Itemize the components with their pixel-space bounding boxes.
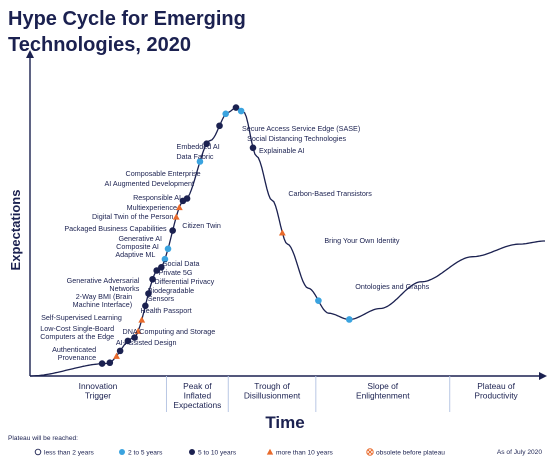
tech-label: Data Fabric <box>176 152 214 161</box>
legend: Plateau will be reached: less than 2 year… <box>8 435 542 456</box>
tech-label: Bring Your Own Identity <box>324 236 400 245</box>
tech-label: Social Distancing Technologies <box>247 134 346 143</box>
tech-marker-dot <box>196 158 204 165</box>
chart-title-line-1: Hype Cycle for Emerging <box>8 8 246 30</box>
technology-labels: Secure Access Service Edge (SASE)Social … <box>40 124 429 362</box>
as-of-date: As of July 2020 <box>497 449 542 456</box>
phase-dividers <box>165 376 451 412</box>
tech-marker-dot <box>249 144 257 152</box>
legend-title: Plateau will be reached: <box>8 435 78 442</box>
y-axis-arrow-icon <box>26 50 34 58</box>
axes <box>26 50 547 380</box>
tech-marker-dot <box>131 334 138 341</box>
phase-label: Plateau of Productivity <box>474 381 518 401</box>
phase-label: Innovation Trigger <box>79 381 118 401</box>
legend-item-label: less than 2 years <box>44 449 95 456</box>
tech-marker-dot <box>164 245 172 253</box>
chart-title: Hype Cycle for Emerging Technologies, 20… <box>8 6 308 58</box>
tech-marker-dot <box>346 316 353 323</box>
tech-label: Differential Privacy <box>154 277 214 286</box>
tech-label: Health Passport <box>141 306 192 315</box>
tech-marker-dot <box>106 359 114 367</box>
tech-marker-dot <box>169 227 176 234</box>
tech-marker-triangle <box>134 327 142 334</box>
tech-label: Generative Adversarial Networks <box>67 276 140 293</box>
x-axis-arrow-icon <box>539 372 547 380</box>
tech-label: Authenticated Provenance <box>52 345 96 362</box>
tech-label: Ontologies and Graphs <box>355 282 429 291</box>
tech-marker-dot <box>179 197 187 205</box>
tech-label: Self-Supervised Learning <box>41 313 122 322</box>
tech-label: Composite AI <box>116 242 159 251</box>
tech-label: Packaged Business Capabilities <box>64 224 167 233</box>
tech-label: Low-Cost Single-Board Computers at the Ed… <box>40 324 114 341</box>
tech-marker-dot <box>222 110 229 118</box>
tech-label: Embedded AI <box>177 142 220 151</box>
tech-marker-triangle <box>138 316 146 323</box>
tech-label: Carbon-Based Transistors <box>288 189 372 198</box>
tech-label: Multiexperience <box>127 203 177 212</box>
tech-marker-dot <box>153 267 160 274</box>
tech-marker-dot <box>145 290 152 297</box>
tech-label: DNA Computing and Storage <box>123 327 216 336</box>
tech-label: AI Augmented Development <box>104 179 194 188</box>
phase-labels: Innovation Trigger Peak of Inflated Expectat… <box>79 381 519 410</box>
tech-marker-triangle <box>278 229 286 236</box>
tech-marker-dot <box>98 360 106 367</box>
tech-label: Social Data <box>163 259 200 268</box>
phase-label: Peak of Inflated Expectations <box>173 381 221 410</box>
tech-marker-dot <box>232 104 240 111</box>
tech-label: AI-Assisted Design <box>116 338 177 347</box>
tech-label: Citizen Twin <box>182 221 221 230</box>
legend-cross-stroke <box>367 449 373 455</box>
tech-label: Composable Enterprise <box>126 169 201 178</box>
tech-marker-dot <box>149 275 156 283</box>
tech-label: 2-Way BMI (Brain Machine Interface) <box>73 292 133 309</box>
tech-marker-triangle <box>172 213 180 220</box>
tech-marker-dot <box>315 297 322 304</box>
legend-orange-triangle-icon <box>266 448 274 455</box>
technology-points <box>98 104 353 367</box>
legend-item-label: 2 to 5 years <box>128 449 163 456</box>
tech-marker-dot <box>124 337 132 345</box>
chart-title-line-2: Technologies, 2020 <box>8 34 192 56</box>
tech-marker-dot <box>161 255 169 263</box>
tech-label: Responsible AI <box>133 193 181 202</box>
legend-navy-circle-icon <box>189 449 195 455</box>
phase-label: Trough of Disillusionment <box>244 381 301 401</box>
y-axis-title: Expectations <box>8 190 23 271</box>
legend-item-label: obsolete before plateau <box>376 449 445 456</box>
tech-label: Generative AI <box>118 234 162 243</box>
tech-marker-dot <box>203 140 210 147</box>
tech-label: Secure Access Service Edge (SASE) <box>242 124 360 133</box>
legend-item-label: 5 to 10 years <box>198 449 237 456</box>
legend-open-circle-icon <box>34 448 42 456</box>
tech-marker-dot <box>158 264 165 271</box>
phase-label: Slope of Enlightenment <box>356 381 410 401</box>
tech-label: Explainable AI <box>259 146 305 155</box>
tech-label: Biodegradable Sensors <box>148 286 194 303</box>
tech-marker-dot <box>142 302 149 310</box>
tech-label: Digital Twin of the Person <box>92 212 173 221</box>
tech-label: Adaptive ML <box>115 250 155 259</box>
legend-item-label: more than 10 years <box>276 449 334 456</box>
tech-marker-triangle <box>175 203 183 211</box>
tech-marker-dot <box>216 122 223 130</box>
tech-marker-dot <box>237 107 245 115</box>
tech-marker-dot <box>116 347 124 355</box>
tech-marker-triangle <box>113 352 120 359</box>
tech-label: Private 5G <box>159 268 193 277</box>
legend-light-blue-circle-icon <box>119 449 125 455</box>
x-axis-title: Time <box>265 413 304 432</box>
